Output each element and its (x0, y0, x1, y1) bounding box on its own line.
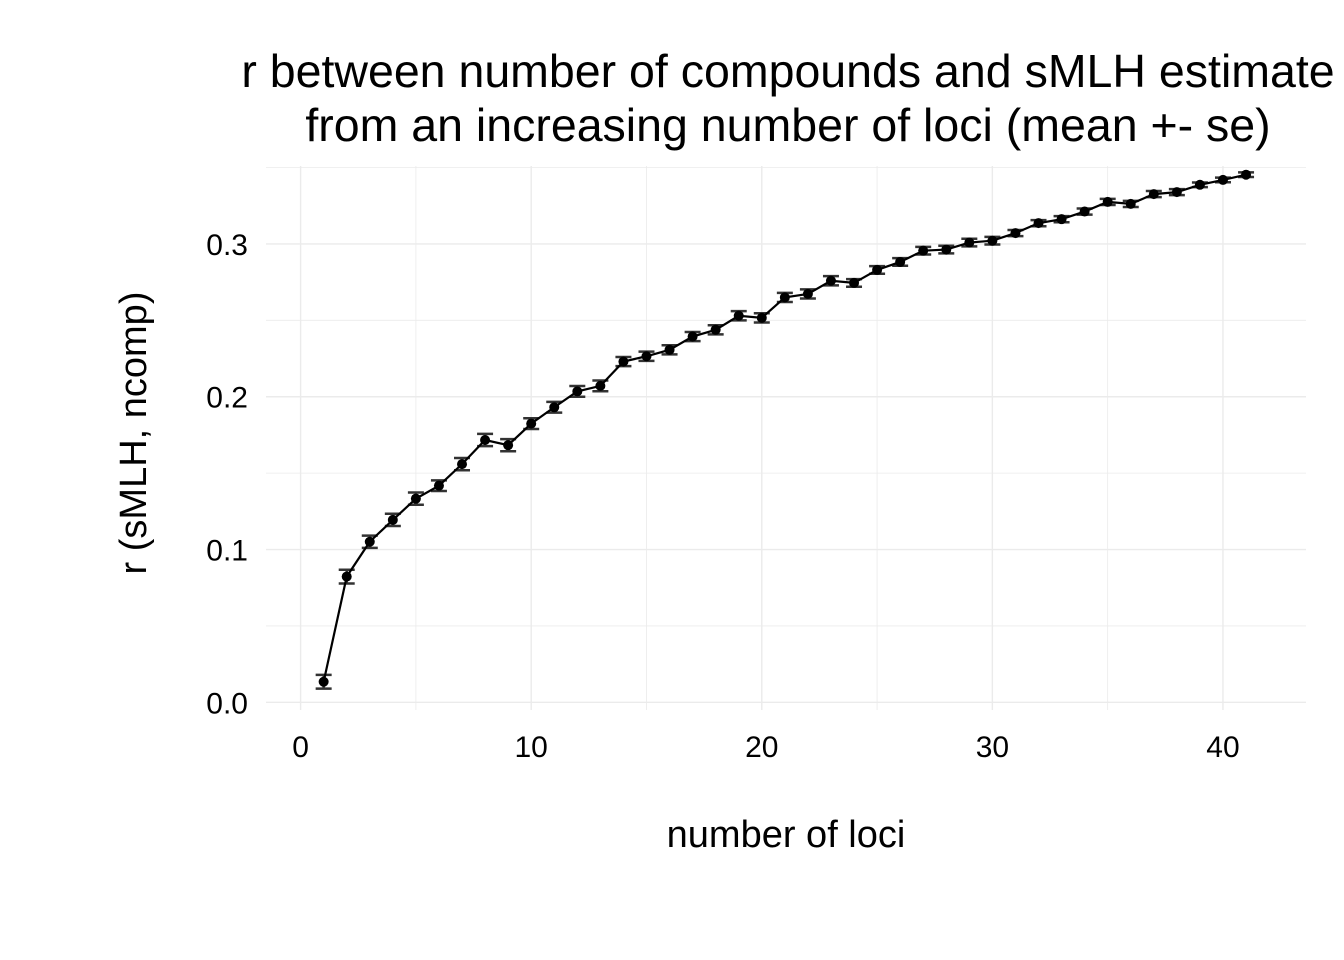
data-point (526, 418, 537, 429)
data-point (595, 380, 606, 391)
data-point (664, 344, 675, 355)
data-point (1217, 174, 1228, 185)
data-point (364, 536, 375, 547)
data-point (1194, 179, 1205, 190)
data-point (1102, 196, 1113, 207)
data-point (572, 386, 583, 397)
data-point (895, 256, 906, 267)
data-point (618, 356, 629, 367)
y-tick-label: 0.3 (206, 229, 248, 262)
data-point (480, 434, 491, 445)
data-point (802, 288, 813, 299)
data-point (341, 571, 352, 582)
chart-title-line-2: from an increasing number of loci (mean … (305, 99, 1270, 151)
data-point (733, 310, 744, 321)
data-point (779, 292, 790, 303)
data-point (941, 244, 952, 255)
data-point (641, 351, 652, 362)
data-point (1079, 206, 1090, 217)
data-point (825, 275, 836, 286)
data-point (318, 676, 329, 687)
x-tick-label: 30 (976, 731, 1009, 764)
x-axis-label: number of loci (667, 814, 906, 856)
y-tick-label: 0.2 (206, 382, 248, 415)
y-axis-label: r (sMLH, ncomp) (113, 292, 155, 575)
data-point (1241, 169, 1252, 180)
data-points (318, 169, 1252, 687)
y-tick-label: 0.1 (206, 535, 248, 568)
data-point (1056, 214, 1067, 225)
data-point (1033, 218, 1044, 229)
error-bars (315, 171, 1255, 690)
x-tick-label: 0 (292, 731, 309, 764)
data-point (1125, 198, 1136, 209)
data-point (964, 237, 975, 248)
data-point (710, 324, 721, 335)
major-gridlines (266, 166, 1306, 710)
minor-gridlines (266, 166, 1306, 710)
y-tick-label: 0.0 (206, 687, 248, 720)
x-tick-label: 40 (1206, 731, 1239, 764)
data-point (503, 440, 514, 451)
data-point (756, 312, 767, 323)
data-point (433, 480, 444, 491)
data-point (1171, 187, 1182, 198)
data-point (687, 331, 698, 342)
x-tick-labels: 0 10 20 30 40 (292, 731, 1239, 764)
data-point (457, 459, 468, 470)
data-point (849, 277, 860, 288)
x-tick-label: 20 (745, 731, 778, 764)
chart-title-line-1: r between number of compounds and sMLH e… (241, 45, 1334, 97)
data-point (987, 235, 998, 246)
data-point (1010, 228, 1021, 239)
data-point (872, 264, 883, 275)
data-point (1148, 189, 1159, 200)
data-point (387, 514, 398, 525)
y-tick-labels: 0.0 0.1 0.2 0.3 (206, 229, 248, 720)
x-tick-label: 10 (515, 731, 548, 764)
data-point (549, 402, 560, 413)
data-point (410, 493, 421, 504)
data-point (918, 245, 929, 256)
